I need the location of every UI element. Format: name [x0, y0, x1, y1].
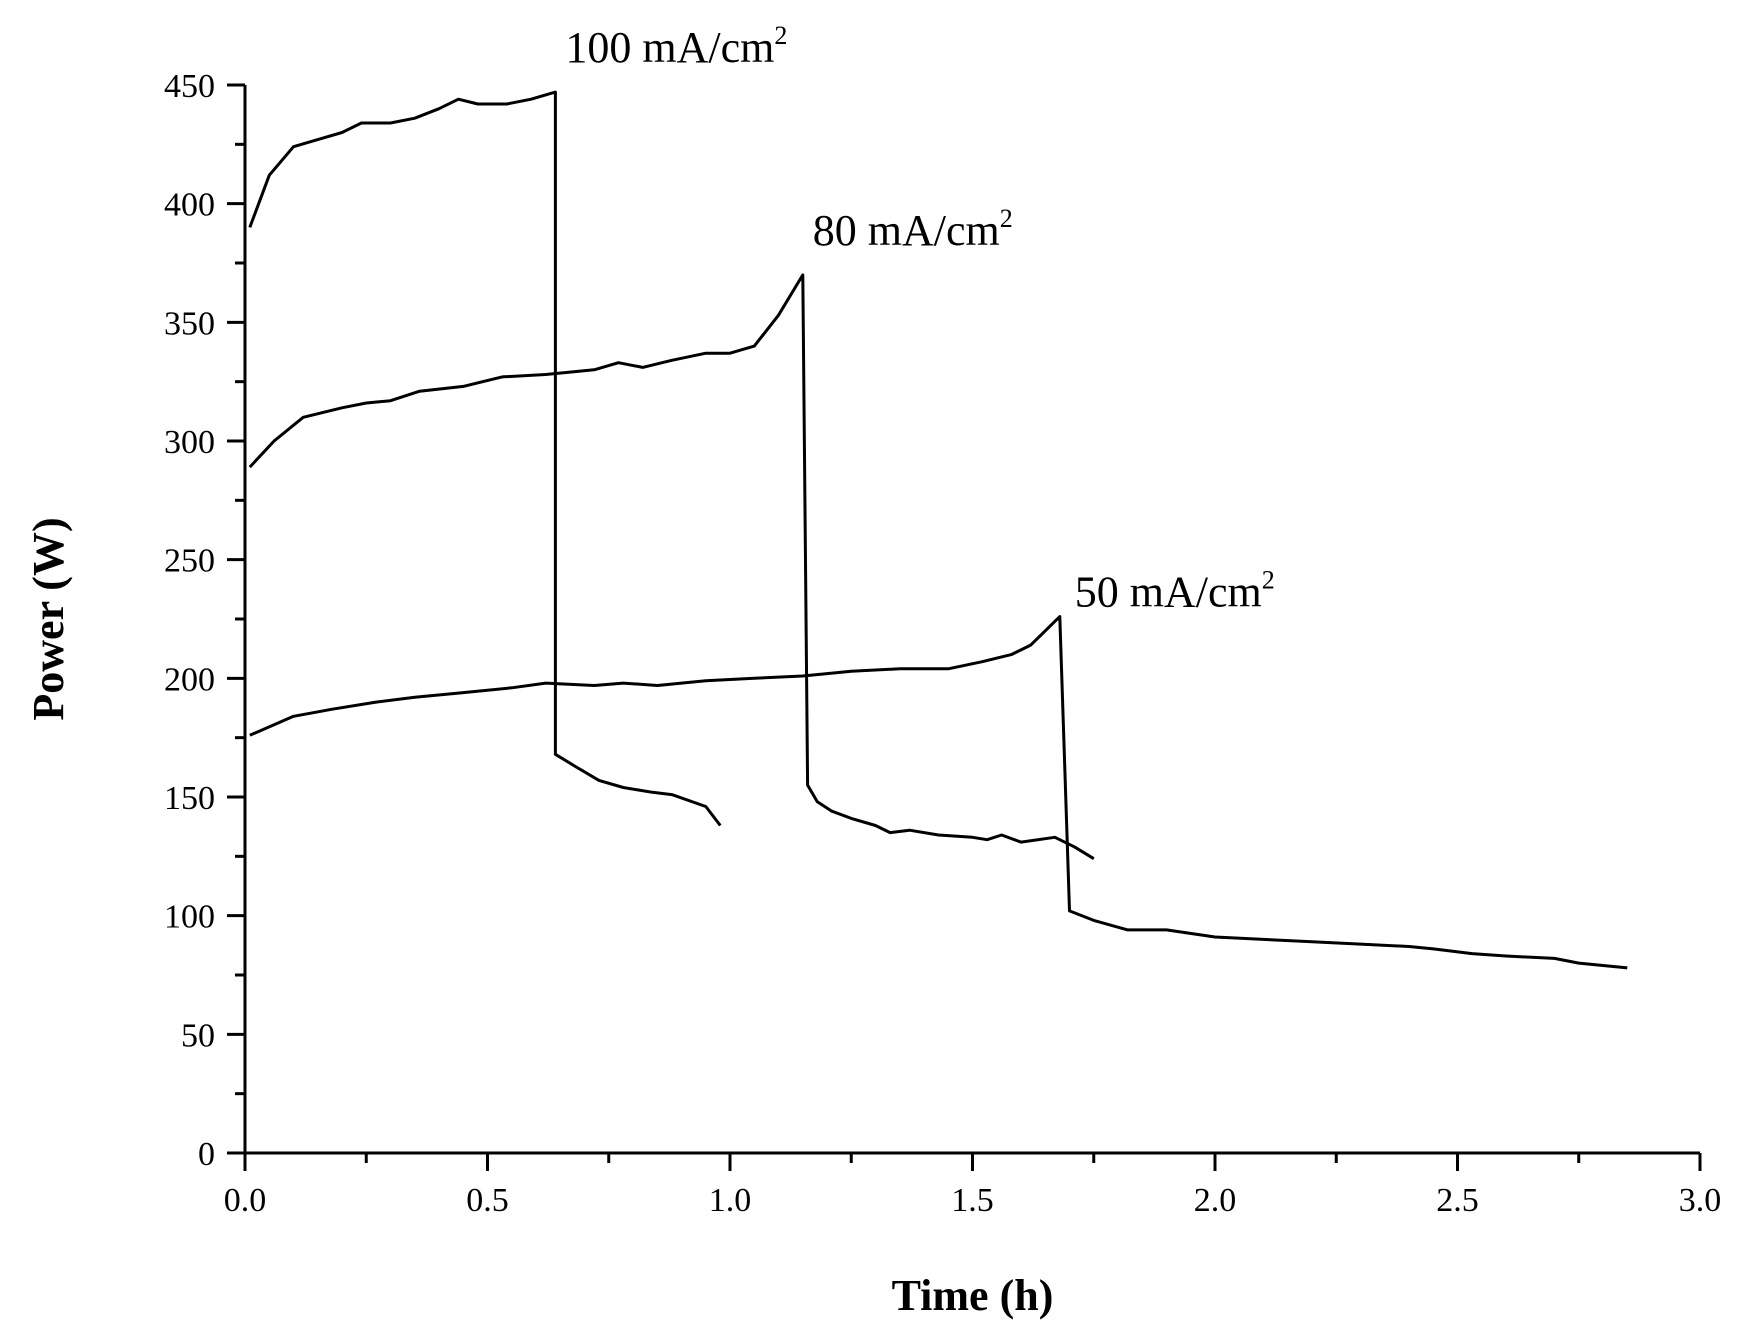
- series-line: [249, 615, 1628, 970]
- x-axis-title: Time (h): [892, 1271, 1054, 1320]
- x-axis-ticks: 0.0 0.5 1.0 1.5 2.0 2.5 3.0: [224, 1153, 1722, 1219]
- y-tick-label: 450: [164, 68, 215, 105]
- series-line: [248, 273, 1095, 860]
- y-tick-label: 0: [198, 1136, 215, 1173]
- x-tick-label: 2.5: [1436, 1182, 1479, 1219]
- y-tick-label: 100: [164, 899, 215, 936]
- x-tick-label: 0.5: [466, 1182, 509, 1219]
- x-tick-label: 0.0: [224, 1182, 267, 1219]
- series-labels: 100 mA/cm2 80 mA/cm2 50 mA/cm2: [565, 21, 1274, 617]
- x-tick-label: 2.0: [1194, 1182, 1237, 1219]
- x-tick-label: 1.5: [951, 1182, 994, 1219]
- y-axis-ticks: 0 50 100 150 200 250 300 350 400 450: [164, 68, 245, 1173]
- x-tick-label: 3.0: [1679, 1182, 1722, 1219]
- x-tick-label: 1.0: [709, 1182, 752, 1219]
- y-tick-label: 50: [181, 1017, 215, 1054]
- series-label: 50 mA/cm2: [1075, 566, 1275, 617]
- axes: 0 50 100 150 200 250 300 350 400 450 0.0 0.5 1.0 1.5…: [164, 68, 1721, 1219]
- y-tick-label: 250: [164, 543, 215, 580]
- series-line: [248, 90, 722, 827]
- y-tick-label: 300: [164, 424, 215, 461]
- y-axis-title: Power (W): [24, 517, 73, 720]
- series-label: 100 mA/cm2: [565, 21, 787, 72]
- series-label: 80 mA/cm2: [813, 204, 1013, 255]
- y-tick-label: 200: [164, 661, 215, 698]
- y-tick-label: 350: [164, 305, 215, 342]
- y-tick-label: 150: [164, 780, 215, 817]
- series-layer: [248, 90, 1628, 970]
- y-tick-label: 400: [164, 187, 215, 224]
